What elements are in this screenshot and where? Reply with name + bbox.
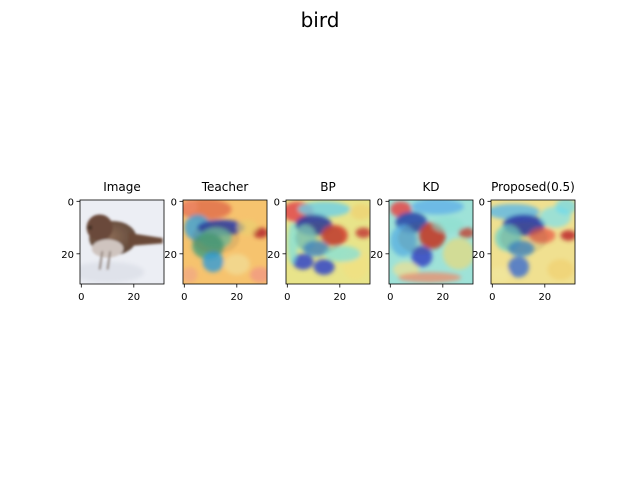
- axes-frame: [285, 199, 371, 285]
- y-tick-label: 0: [171, 197, 177, 208]
- x-tick-label: 20: [436, 292, 449, 303]
- heatmap-bp: [286, 200, 370, 284]
- axes-frame: [182, 199, 268, 285]
- panel-title: Teacher: [201, 180, 249, 194]
- y-tick-label: 20: [472, 250, 485, 261]
- axes-frame: [79, 199, 165, 285]
- x-tick-label: 20: [230, 292, 243, 303]
- y-tick-label: 0: [274, 197, 280, 208]
- axes-frame: [388, 199, 474, 285]
- y-tick-label: 0: [479, 197, 485, 208]
- y-tick-label: 20: [370, 250, 383, 261]
- x-tick-label: 0: [489, 292, 495, 303]
- panel-title: Proposed(0.5): [491, 180, 575, 194]
- panel-teacher: Teacher 0 20 0 20: [164, 180, 268, 303]
- panel-title: KD: [422, 180, 439, 194]
- panel-image: Image 0 20 0 20: [61, 180, 165, 303]
- x-tick-label: 20: [127, 292, 140, 303]
- x-tick-label: 20: [333, 292, 346, 303]
- panel-title: BP: [320, 180, 335, 194]
- panel-title: Image: [103, 180, 141, 194]
- y-tick-label: 0: [377, 197, 383, 208]
- y-tick-label: 20: [267, 250, 280, 261]
- y-tick-label: 0: [68, 197, 74, 208]
- heatmap-proposed-0-5: [491, 200, 575, 284]
- panel-kd: KD 0 20 0 20: [370, 180, 474, 303]
- figure-title: bird: [300, 8, 340, 32]
- y-tick-label: 20: [164, 250, 177, 261]
- heatmap-kd: [389, 200, 473, 284]
- x-tick-label: 20: [538, 292, 551, 303]
- x-tick-label: 0: [284, 292, 290, 303]
- heatmap-teacher: [183, 200, 267, 284]
- axes-frame: [490, 199, 576, 285]
- panel-bp: BP 0 20 0 20: [267, 180, 371, 303]
- x-tick-label: 0: [387, 292, 393, 303]
- x-tick-label: 0: [181, 292, 187, 303]
- bird-image: [80, 200, 164, 284]
- panel-proposed-0-5: Proposed(0.5) 0 20 0 20: [472, 180, 576, 303]
- y-tick-label: 20: [61, 250, 74, 261]
- x-tick-label: 0: [78, 292, 84, 303]
